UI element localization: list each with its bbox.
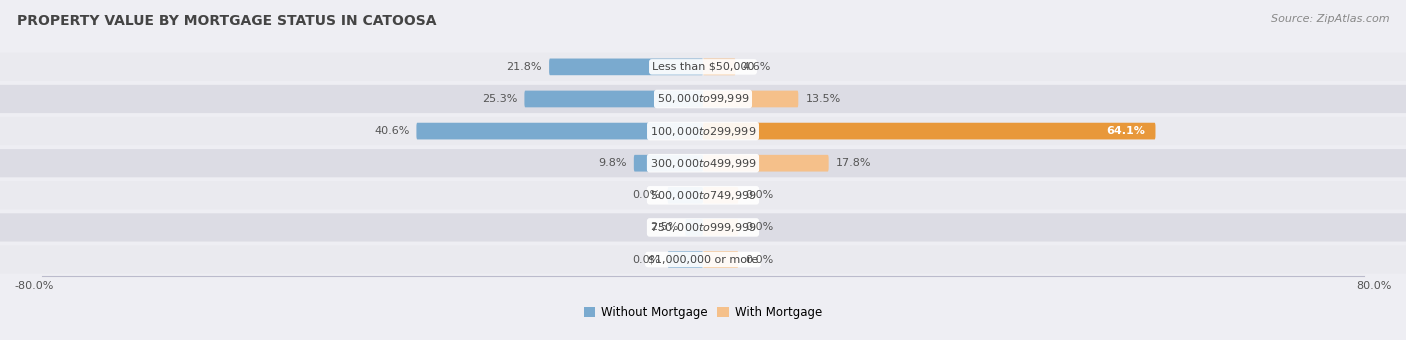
- FancyBboxPatch shape: [0, 117, 1406, 145]
- Legend: Without Mortgage, With Mortgage: Without Mortgage, With Mortgage: [579, 301, 827, 324]
- Text: 2.5%: 2.5%: [650, 222, 678, 233]
- Text: 0.0%: 0.0%: [745, 255, 773, 265]
- Text: 64.1%: 64.1%: [1107, 126, 1144, 136]
- Text: 40.6%: 40.6%: [374, 126, 409, 136]
- FancyBboxPatch shape: [524, 91, 703, 107]
- FancyBboxPatch shape: [416, 123, 703, 139]
- Text: 21.8%: 21.8%: [506, 62, 543, 72]
- FancyBboxPatch shape: [703, 155, 828, 172]
- FancyBboxPatch shape: [685, 219, 703, 236]
- FancyBboxPatch shape: [668, 187, 703, 204]
- Text: 0.0%: 0.0%: [633, 255, 661, 265]
- FancyBboxPatch shape: [668, 251, 703, 268]
- Text: $750,000 to $999,999: $750,000 to $999,999: [650, 221, 756, 234]
- FancyBboxPatch shape: [0, 85, 1406, 113]
- Text: $300,000 to $499,999: $300,000 to $499,999: [650, 157, 756, 170]
- FancyBboxPatch shape: [703, 123, 1156, 139]
- Text: 9.8%: 9.8%: [599, 158, 627, 168]
- Text: -80.0%: -80.0%: [14, 282, 53, 291]
- FancyBboxPatch shape: [703, 91, 799, 107]
- FancyBboxPatch shape: [0, 181, 1406, 209]
- FancyBboxPatch shape: [703, 58, 735, 75]
- Text: 17.8%: 17.8%: [835, 158, 872, 168]
- FancyBboxPatch shape: [0, 53, 1406, 81]
- Text: 4.6%: 4.6%: [742, 62, 770, 72]
- FancyBboxPatch shape: [703, 187, 738, 204]
- Text: 0.0%: 0.0%: [633, 190, 661, 200]
- Text: $50,000 to $99,999: $50,000 to $99,999: [657, 92, 749, 105]
- Text: Less than $50,000: Less than $50,000: [652, 62, 754, 72]
- Text: Source: ZipAtlas.com: Source: ZipAtlas.com: [1271, 14, 1389, 23]
- FancyBboxPatch shape: [0, 149, 1406, 177]
- Text: 13.5%: 13.5%: [806, 94, 841, 104]
- FancyBboxPatch shape: [703, 219, 738, 236]
- Text: $1,000,000 or more: $1,000,000 or more: [648, 255, 758, 265]
- FancyBboxPatch shape: [0, 245, 1406, 274]
- Text: $500,000 to $749,999: $500,000 to $749,999: [650, 189, 756, 202]
- Text: 0.0%: 0.0%: [745, 190, 773, 200]
- Text: 25.3%: 25.3%: [482, 94, 517, 104]
- Text: $100,000 to $299,999: $100,000 to $299,999: [650, 124, 756, 138]
- FancyBboxPatch shape: [703, 251, 738, 268]
- Text: PROPERTY VALUE BY MORTGAGE STATUS IN CATOOSA: PROPERTY VALUE BY MORTGAGE STATUS IN CAT…: [17, 14, 436, 28]
- FancyBboxPatch shape: [0, 213, 1406, 241]
- FancyBboxPatch shape: [634, 155, 703, 172]
- Text: 0.0%: 0.0%: [745, 222, 773, 233]
- Text: 80.0%: 80.0%: [1357, 282, 1392, 291]
- FancyBboxPatch shape: [550, 58, 703, 75]
